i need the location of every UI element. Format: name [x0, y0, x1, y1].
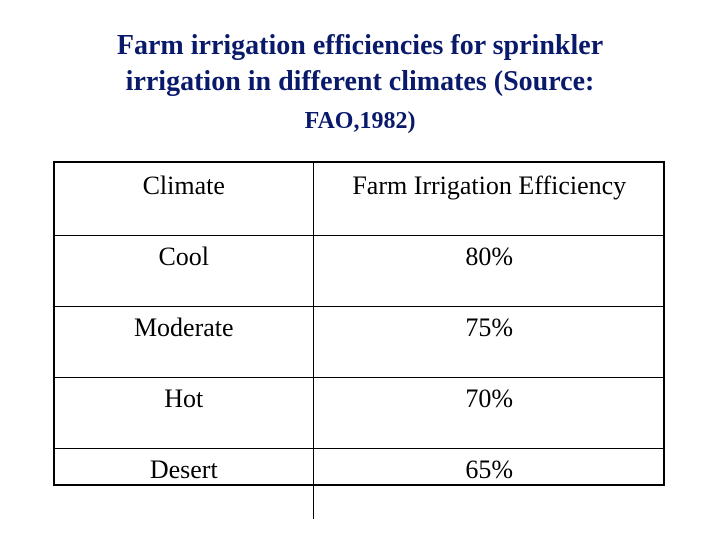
slide-title: Farm irrigation efficiencies for sprinkl…	[0, 28, 720, 140]
table-row: Desert 65%	[55, 448, 665, 519]
cell-climate: Moderate	[55, 306, 314, 378]
efficiency-table-frame: Climate Farm Irrigation Efficiency Cool …	[53, 161, 665, 519]
efficiency-table: Climate Farm Irrigation Efficiency Cool …	[55, 163, 665, 519]
cell-efficiency: 80%	[312, 235, 665, 307]
cell-efficiency: 65%	[312, 448, 665, 519]
cell-climate: Hot	[55, 377, 314, 449]
header-climate: Climate	[55, 163, 314, 236]
cell-efficiency: 70%	[312, 377, 665, 449]
table-header-row: Climate Farm Irrigation Efficiency	[55, 163, 665, 236]
cell-climate: Desert	[55, 448, 314, 519]
cell-efficiency: 75%	[312, 306, 665, 378]
table-row: Moderate 75%	[55, 306, 665, 378]
title-line-2: irrigation in different climates (Source…	[125, 66, 595, 97]
header-efficiency: Farm Irrigation Efficiency	[312, 163, 665, 236]
cell-climate: Cool	[55, 235, 314, 307]
table-row: Hot 70%	[55, 377, 665, 449]
title-line-3: FAO,1982)	[304, 108, 416, 134]
table-row: Cool 80%	[55, 235, 665, 307]
title-line-1: Farm irrigation efficiencies for sprinkl…	[116, 30, 604, 61]
